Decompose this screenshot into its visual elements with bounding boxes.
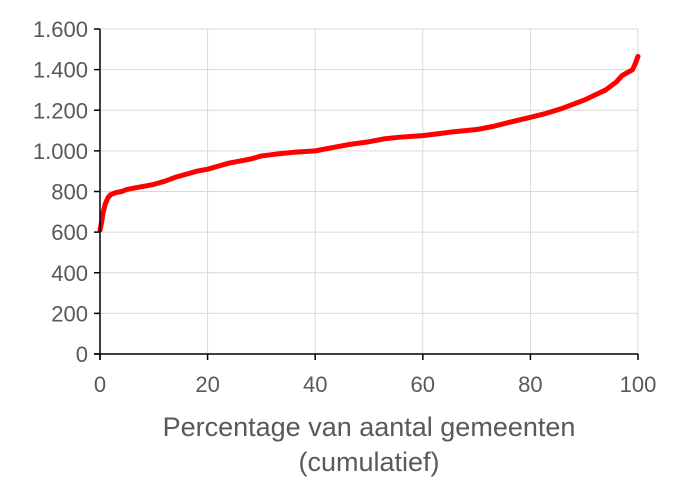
x-tick-label-4: 80	[518, 372, 542, 397]
grid	[100, 28, 639, 354]
x-tick-label-0: 0	[94, 372, 106, 397]
y-tick-label-5: 1.000	[33, 139, 88, 164]
y-tick-label-4: 800	[51, 180, 88, 205]
series-line-0	[97, 53, 641, 233]
x-tick-label-1: 20	[195, 372, 219, 397]
x-axis-title-line-2: (cumulatief)	[298, 447, 439, 477]
y-tick-label-3: 600	[51, 220, 88, 245]
x-tick-label-2: 40	[303, 372, 327, 397]
x-axis-title-line-1: Percentage van aantal gemeenten	[163, 412, 576, 442]
x-tick-label-5: 100	[620, 372, 657, 397]
series-layer	[97, 53, 641, 233]
axes	[94, 28, 639, 360]
y-tick-label-6: 1.200	[33, 98, 88, 123]
x-tick-label-3: 60	[411, 372, 435, 397]
y-tick-label-2: 400	[51, 261, 88, 286]
y-tick-label-1: 200	[51, 301, 88, 326]
y-tick-label-8: 1.600	[33, 17, 88, 42]
tick-labels: 0 200 400 600 800 1.000 1.200 1.400 1.600 0 20 40 60…	[33, 17, 656, 397]
y-tick-label-0: 0	[76, 342, 88, 367]
y-tick-label-7: 1.400	[33, 58, 88, 83]
